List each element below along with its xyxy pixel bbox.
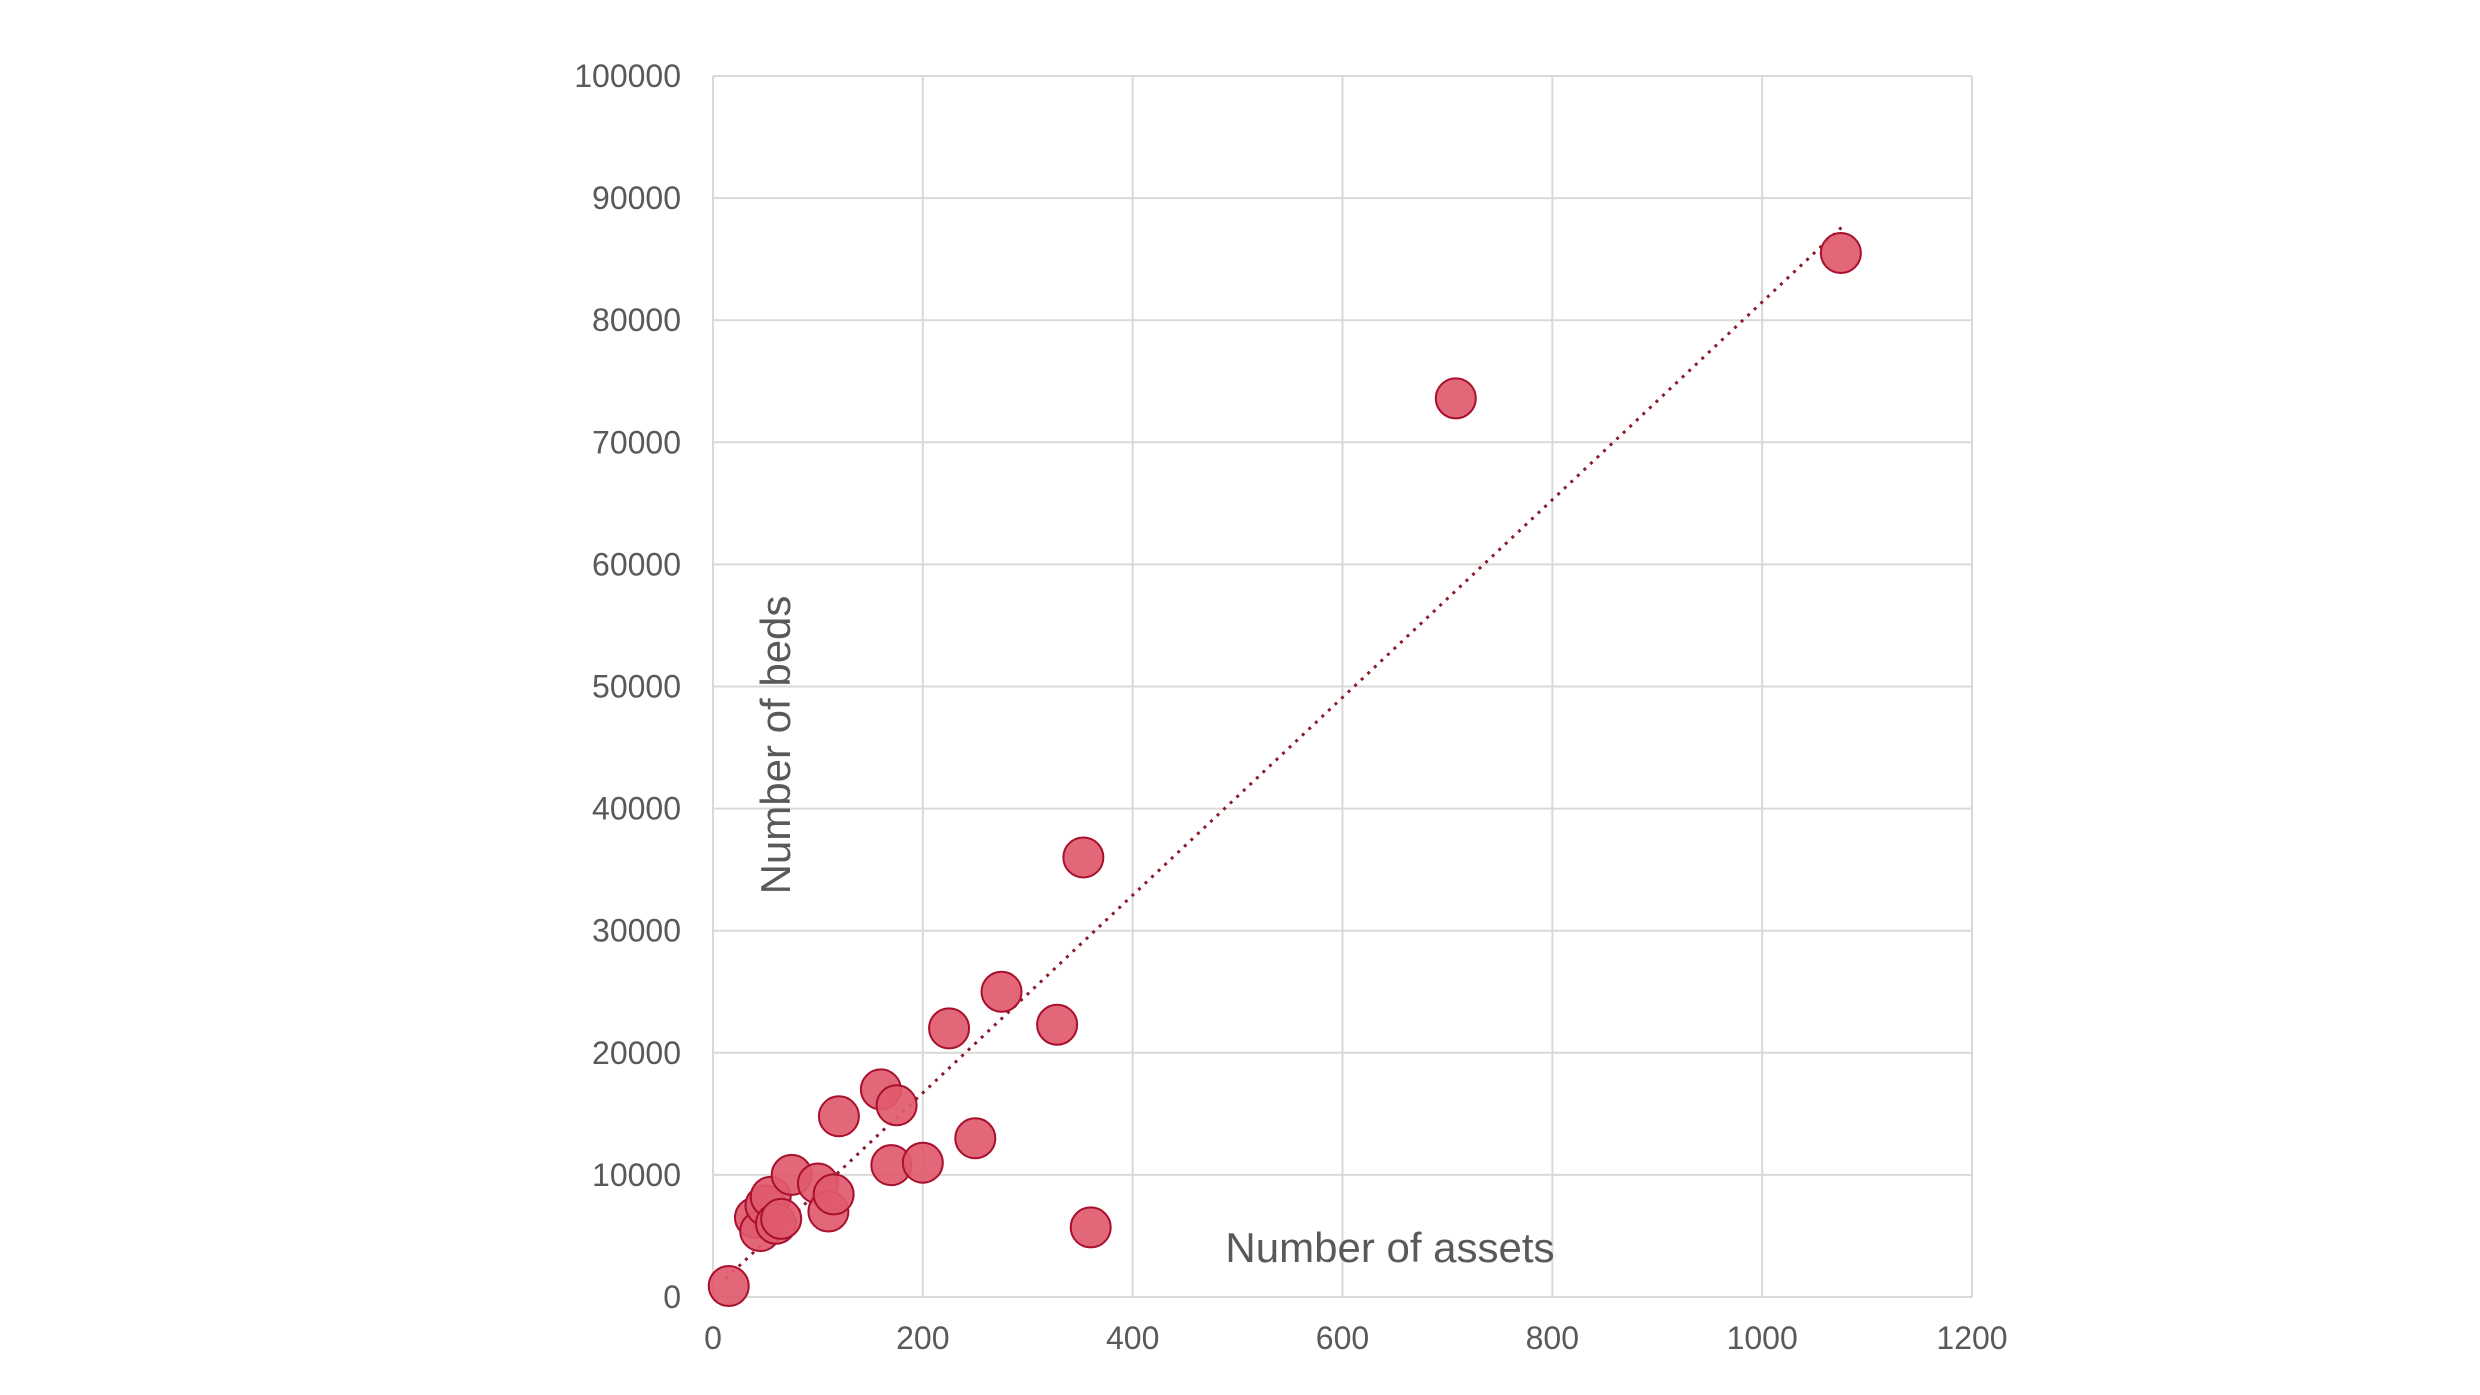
y-tick-label: 40000 — [592, 791, 681, 827]
data-point — [707, 1265, 750, 1308]
data-point — [1062, 836, 1105, 879]
x-tick-label: 600 — [1316, 1320, 1369, 1356]
trendline-group — [724, 223, 1846, 1280]
x-tick-label: 1000 — [1727, 1320, 1798, 1356]
y-tick-label: 100000 — [574, 58, 681, 94]
x-axis-title: Number of assets — [1225, 1224, 1554, 1271]
y-tick-labels: 0 10000 20000 30000 40000 50000 60000 70000 8000… — [574, 58, 681, 1315]
y-tick-label: 30000 — [592, 913, 681, 949]
data-point — [901, 1141, 944, 1184]
data-point — [760, 1197, 803, 1240]
x-tick-label: 400 — [1106, 1320, 1159, 1356]
y-tick-label: 50000 — [592, 669, 681, 705]
x-tick-labels: 0 200 400 600 800 1000 1200 — [704, 1320, 2007, 1356]
y-tick-label: 70000 — [592, 424, 681, 460]
y-tick-label: 60000 — [592, 546, 681, 582]
y-tick-label: 80000 — [592, 302, 681, 338]
data-point — [1819, 232, 1862, 275]
y-axis-title: Number of beds — [752, 596, 799, 895]
data-point — [1036, 1003, 1079, 1046]
data-point — [875, 1084, 918, 1127]
data-point — [954, 1117, 997, 1160]
y-tick-label: 10000 — [592, 1157, 681, 1193]
data-point — [928, 1007, 971, 1050]
y-tick-label: 20000 — [592, 1035, 681, 1071]
x-tick-label: 800 — [1526, 1320, 1579, 1356]
y-tick-label: 0 — [663, 1279, 681, 1315]
data-point — [817, 1095, 860, 1138]
data-points — [707, 232, 1862, 1308]
data-point — [1069, 1206, 1112, 1249]
x-tick-label: 200 — [896, 1320, 949, 1356]
y-tick-label: 90000 — [592, 180, 681, 216]
x-tick-label: 1200 — [1936, 1320, 2007, 1356]
data-point — [1434, 377, 1477, 420]
data-point — [812, 1173, 855, 1216]
trendline — [724, 223, 1846, 1280]
data-point — [980, 970, 1023, 1013]
x-tick-label: 0 — [704, 1320, 722, 1356]
